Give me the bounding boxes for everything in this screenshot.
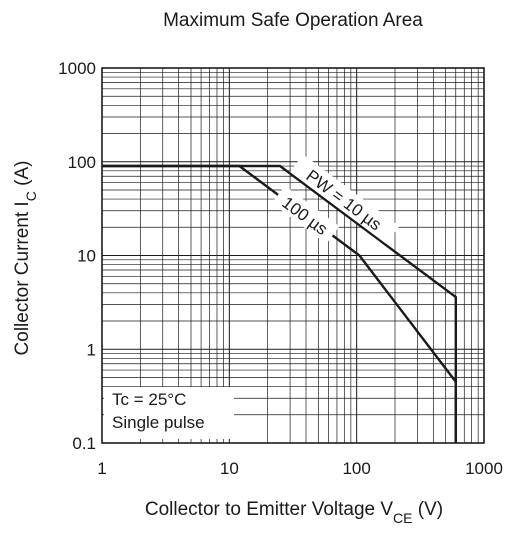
plot-frame bbox=[101, 67, 485, 444]
condition-label: Tc = 25°C bbox=[112, 390, 186, 409]
y-tick-label: 0.1 bbox=[72, 434, 96, 453]
x-axis-label: Collector to Emitter Voltage VCE (V) bbox=[145, 499, 443, 526]
series-line-2 bbox=[102, 164, 457, 443]
series-label-bg bbox=[271, 185, 340, 244]
axis-labels: Collector to Emitter Voltage VCE (V) Coll… bbox=[12, 161, 443, 526]
conditions-box bbox=[104, 387, 234, 439]
condition-label: Single pulse bbox=[112, 413, 205, 432]
x-tick-label: 100 bbox=[342, 459, 370, 478]
plot-border bbox=[101, 67, 485, 444]
x-tick-label: 1000 bbox=[465, 459, 503, 478]
y-tick-label: 1000 bbox=[58, 59, 96, 78]
y-tick-label: 10 bbox=[77, 247, 96, 266]
grid bbox=[101, 68, 484, 444]
series-layer bbox=[102, 164, 457, 443]
series-label-bg bbox=[289, 154, 400, 244]
x-tick-label: 1 bbox=[97, 459, 106, 478]
y-tick-label: 100 bbox=[68, 153, 96, 172]
y-axis-label: Collector Current IC (A) bbox=[12, 161, 39, 356]
x-tick-label: 10 bbox=[220, 459, 239, 478]
chart-title: Maximum Safe Operation Area bbox=[163, 10, 423, 31]
y-tick-label: 1 bbox=[87, 340, 96, 359]
